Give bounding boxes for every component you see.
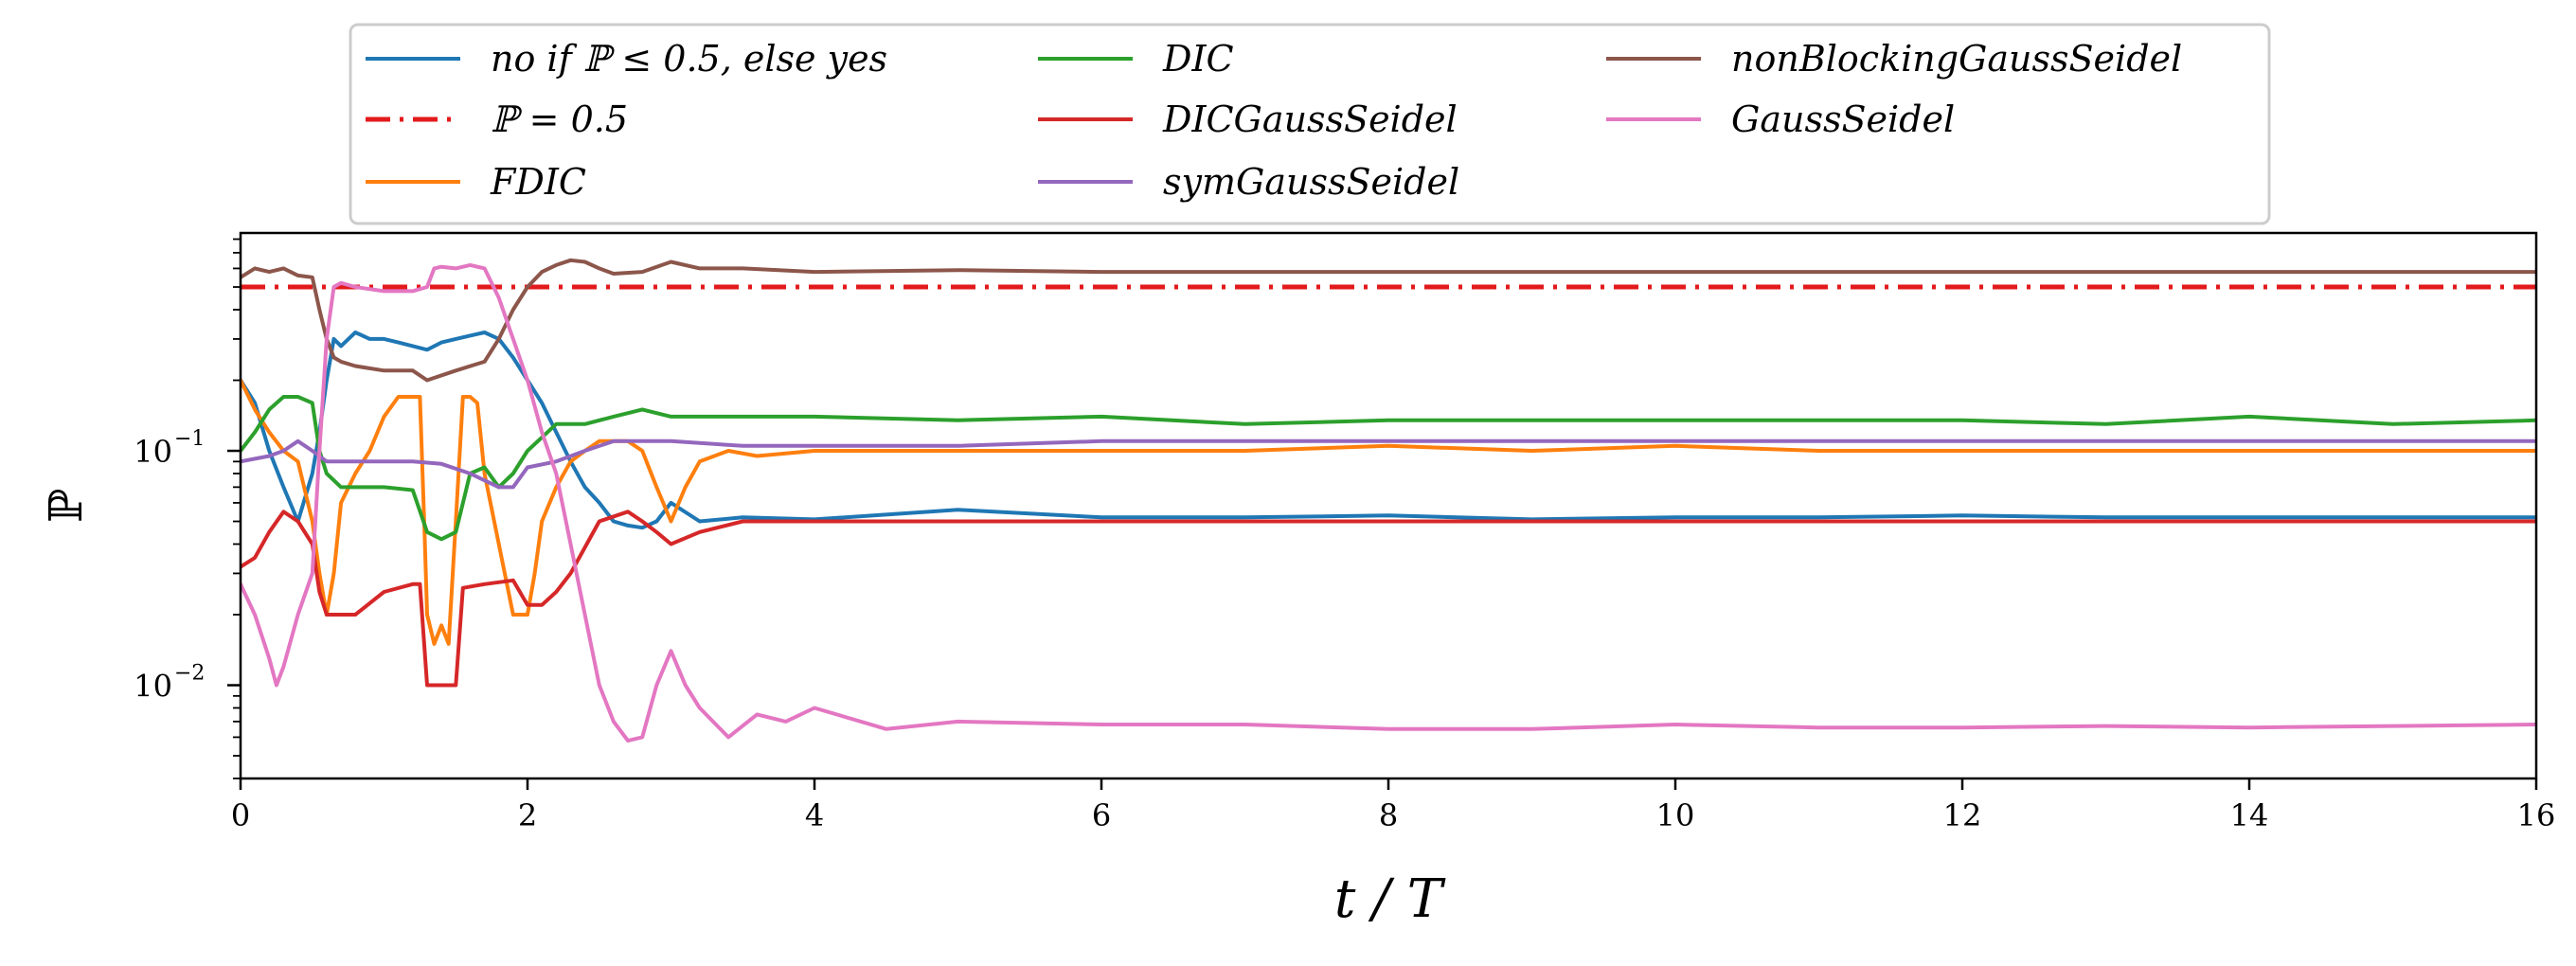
x-axis: 0 2 4 6 8 10 12 14 16: [231, 778, 2556, 833]
x-tick-label: 12: [1943, 797, 1982, 833]
legend-label: GaussSeidel: [1731, 98, 1955, 140]
x-tick-label: 10: [1656, 797, 1695, 833]
x-tick-label: 0: [231, 797, 250, 833]
legend-label: ℙ = 0.5: [491, 98, 628, 140]
series-line-0: [241, 331, 2536, 530]
legend-label: symGaussSeidel: [1163, 161, 1459, 203]
legend-label: DICGaussSeidel: [1162, 98, 1458, 140]
series-lines: [241, 258, 2536, 743]
x-tick-label: 6: [1092, 797, 1111, 833]
legend-label: no if ℙ ≤ 0.5, else yes: [491, 38, 887, 80]
y-tick-exponent: −1: [174, 427, 205, 451]
y-tick-exponent: −2: [174, 662, 205, 686]
x-tick-label: 4: [805, 797, 824, 833]
legend-label: DIC: [1162, 38, 1234, 80]
series-line-4: [241, 510, 2536, 688]
legend-label: nonBlockingGaussSeidel: [1731, 38, 2182, 80]
y-axis: 10−210−1: [134, 238, 241, 779]
x-tick-label: 8: [1379, 797, 1398, 833]
legend: no if ℙ ≤ 0.5, else yes ℙ = 0.5 FDIC DIC DIC…: [349, 23, 2271, 225]
x-tick-label: 2: [518, 797, 537, 833]
x-axis-title: t / T: [1334, 868, 1446, 930]
legend-label: FDIC: [490, 161, 586, 203]
y-axis-title: ℙ: [40, 489, 93, 523]
y-tick-label: 10: [134, 669, 172, 705]
y-tick-label: 10: [134, 434, 172, 470]
x-tick-label: 16: [2517, 797, 2556, 833]
series-line-5: [241, 438, 2536, 490]
x-tick-label: 14: [2230, 797, 2269, 833]
legend-frame: [349, 23, 2271, 225]
series-line-7: [241, 262, 2536, 743]
series-line-2: [241, 378, 2536, 646]
